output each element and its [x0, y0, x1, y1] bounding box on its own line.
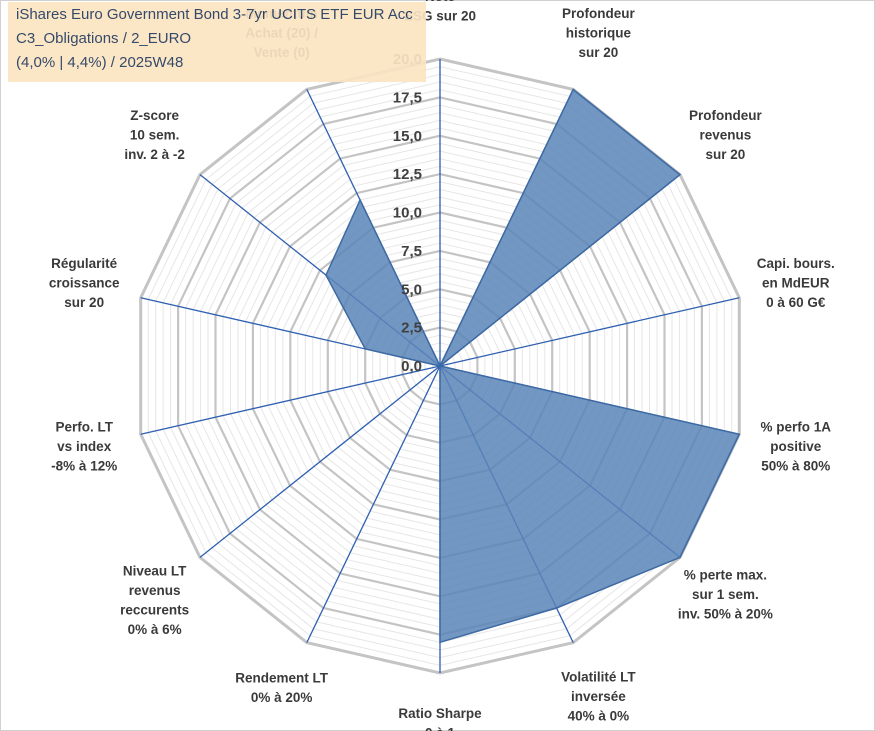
radar-series — [325, 88, 741, 644]
axis-spoke — [140, 365, 441, 435]
tick-label: 7,5 — [401, 243, 422, 260]
axis-label: Rendement LT 0% à 20% — [235, 671, 329, 706]
tick-label: 10,0 — [393, 205, 422, 222]
axis-label: Perfo. LT vs index -8% à 12% — [51, 420, 117, 474]
axis-spoke — [199, 365, 441, 558]
axis-spoke — [306, 365, 441, 643]
axis-spoke — [439, 297, 740, 367]
chart-category: C3_Obligations / 2_EURO — [16, 30, 192, 47]
tick-label: 5,0 — [401, 281, 422, 298]
chart-title-box: iShares Euro Government Bond 3-7yr UCITS… — [8, 2, 426, 82]
axis-label: Capi. bours. en MdEUR 0 à 60 G€ — [757, 256, 835, 310]
axis-label: Volatilité LT inversée 40% à 0% — [561, 670, 636, 724]
tick-label: 0,0 — [401, 358, 422, 375]
axis-label: Régularité croissance sur 20 — [49, 256, 120, 310]
tick-label: 15,0 — [393, 128, 422, 145]
chart-title: iShares Euro Government Bond 3-7yr UCITS… — [16, 6, 413, 23]
tick-label: 2,5 — [401, 320, 422, 337]
axis-label: Niveau LT revenus reccurents 0% à 6% — [120, 564, 189, 638]
axis-label: Ratio Sharpe0 à 1 — [398, 706, 482, 731]
axis-label: Profondeur historique sur 20 — [562, 6, 635, 60]
radial-tick-labels: 0,02,55,07,510,012,515,017,520,0 — [393, 51, 422, 375]
tick-label: 12,5 — [393, 166, 422, 183]
axis-label: Profondeur revenus sur 20 — [689, 108, 762, 162]
axis-label: % perte max. sur 1 sem. inv. 50% à 20% — [678, 567, 773, 621]
chart-period: (4,0% | 4,4%) / 2025W48 — [16, 54, 184, 71]
tick-label: 17,5 — [393, 89, 422, 106]
axis-label: Z-score 10 sem. inv. 2 à -2 — [124, 108, 185, 162]
axis-label: % perfo 1A positive 50% à 80% — [761, 420, 832, 474]
